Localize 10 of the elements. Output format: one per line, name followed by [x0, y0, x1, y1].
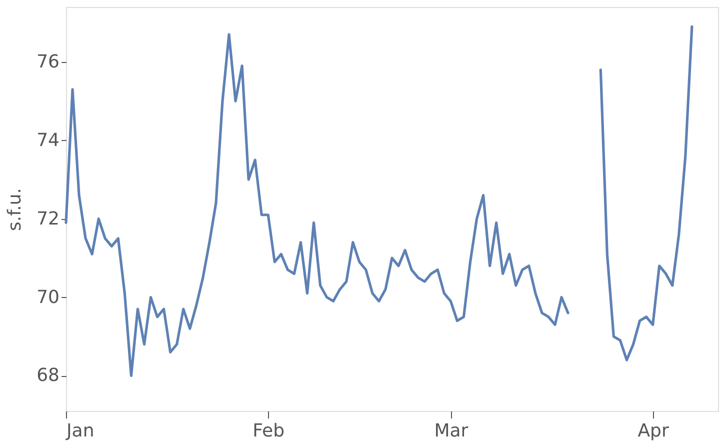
x-tick-label: Jan	[66, 420, 94, 442]
y-tick-label: 74	[36, 130, 60, 151]
x-tick-label: Mar	[434, 420, 469, 442]
y-tick-label: 72	[36, 208, 60, 230]
y-tick-label: 76	[36, 51, 60, 72]
x-tick-label: Feb	[252, 420, 285, 442]
y-axis-title: s.f.u.	[4, 188, 26, 231]
x-tick-label: Apr	[638, 420, 670, 442]
y-tick-label: 68	[36, 365, 60, 386]
y-tick-label: 70	[36, 286, 60, 308]
